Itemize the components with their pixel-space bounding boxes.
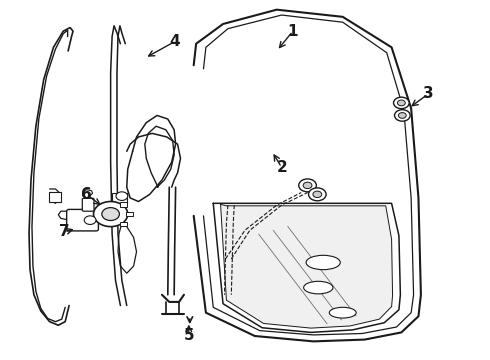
Text: 7: 7 [59,225,70,239]
Circle shape [393,97,409,109]
Text: 4: 4 [169,35,179,49]
Circle shape [102,208,120,221]
Circle shape [303,182,312,189]
Bar [49,192,61,202]
Circle shape [94,202,128,226]
Circle shape [313,191,322,198]
Polygon shape [220,204,392,328]
Bar [121,221,127,226]
Bar [121,202,127,207]
FancyBboxPatch shape [82,198,94,211]
Bar [126,212,133,216]
Text: 6: 6 [81,187,92,202]
FancyBboxPatch shape [67,210,98,231]
Circle shape [309,188,326,201]
Circle shape [299,179,317,192]
Bar [112,193,127,203]
Ellipse shape [329,307,356,318]
Text: 2: 2 [276,160,287,175]
Text: 3: 3 [423,86,434,102]
Ellipse shape [306,255,340,270]
Circle shape [394,110,410,121]
Circle shape [116,192,128,201]
Circle shape [397,100,405,106]
Circle shape [398,113,406,118]
Text: 1: 1 [288,24,298,39]
Text: 5: 5 [183,328,194,343]
Circle shape [84,216,96,225]
Ellipse shape [304,281,333,294]
